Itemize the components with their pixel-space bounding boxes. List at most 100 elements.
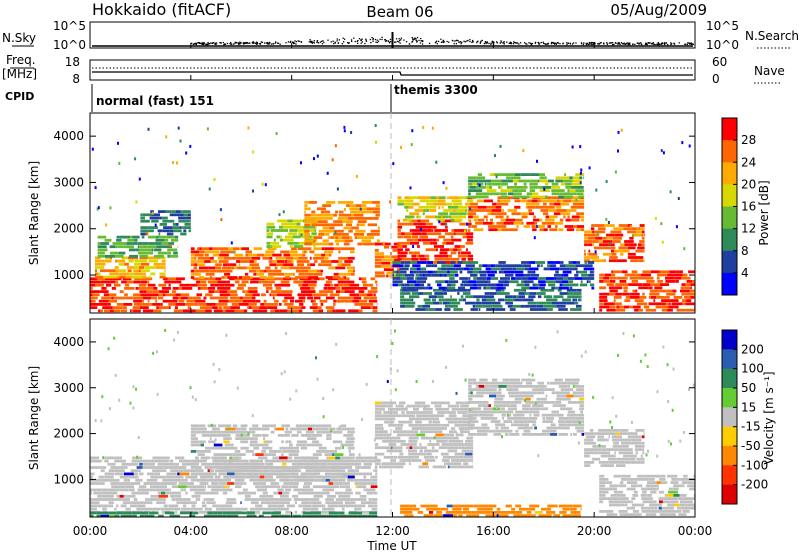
- heatmap-cell: [639, 240, 645, 243]
- heatmap-cell: [288, 472, 291, 476]
- colorbar-swatch: [722, 140, 737, 163]
- heatmap-cell: [304, 236, 310, 239]
- heatmap-cell: [140, 262, 150, 266]
- heatmap-cell: [349, 437, 355, 440]
- heatmap-cell: [427, 443, 433, 446]
- heatmap-cell: [140, 504, 146, 508]
- noise-point: [411, 41, 413, 43]
- heatmap-cell: [382, 439, 391, 443]
- heatmap-cell: [104, 238, 112, 242]
- heatmap-cell: [631, 270, 638, 274]
- heatmap-cell: [209, 296, 220, 300]
- heatmap-cell: [294, 510, 298, 514]
- heatmap-cell: [362, 472, 372, 476]
- noise-point: [640, 43, 642, 45]
- heatmap-cell: [295, 276, 299, 279]
- heatmap-cell: [157, 229, 163, 233]
- heatmap-cell: [232, 247, 240, 251]
- heatmap-cell: [156, 245, 163, 249]
- heatmap-cell: [296, 430, 300, 434]
- heatmap-cell: [526, 511, 532, 514]
- heatmap-cell: [217, 456, 227, 460]
- heatmap-cell: [446, 196, 450, 200]
- heatmap-cell: [468, 205, 478, 209]
- heatmap-cell: [90, 290, 100, 293]
- heatmap-cell: [302, 253, 306, 257]
- noise-point: [528, 42, 530, 44]
- heatmap-cell: [387, 414, 390, 418]
- heatmap-cell: [343, 129, 346, 133]
- heatmap-cell: [500, 182, 507, 186]
- heatmap-cell: [306, 229, 315, 232]
- noise-point: [687, 42, 689, 44]
- heatmap-cell: [526, 298, 534, 302]
- heatmap-cell: [273, 272, 277, 276]
- heatmap-cell: [295, 389, 298, 393]
- heatmap-cell: [347, 475, 355, 479]
- heatmap-cell: [333, 233, 342, 236]
- heatmap-cell: [304, 201, 310, 204]
- heatmap-cell: [647, 500, 657, 504]
- heatmap-cell: [436, 270, 448, 274]
- heatmap-cell: [346, 277, 350, 281]
- heatmap-cell: [319, 475, 324, 479]
- heatmap-cell: [109, 498, 114, 501]
- heatmap-cell: [453, 462, 462, 466]
- heatmap-cell: [481, 410, 492, 414]
- heatmap-cell: [484, 385, 490, 388]
- heatmap-cell: [468, 423, 475, 427]
- heatmap-cell: [615, 513, 618, 516]
- heatmap-cell: [481, 394, 484, 398]
- noise-point: [374, 38, 377, 41]
- heatmap-cell: [261, 456, 268, 460]
- heatmap-cell: [444, 254, 449, 258]
- heatmap-cell: [118, 488, 120, 492]
- heatmap-cell: [640, 454, 643, 458]
- heatmap-cell: [477, 507, 483, 511]
- heatmap-cell: [417, 423, 428, 427]
- heatmap-cell: [321, 427, 329, 431]
- heatmap-cell: [468, 410, 472, 414]
- heatmap-cell: [388, 242, 391, 246]
- heatmap-cell: [678, 478, 688, 481]
- heatmap-cell: [201, 478, 206, 482]
- heatmap-cell: [470, 426, 474, 430]
- heatmap-cell: [436, 196, 439, 200]
- heatmap-cell: [368, 283, 374, 287]
- heatmap-cell: [641, 233, 644, 237]
- heatmap-cell: [455, 511, 463, 514]
- heatmap-cell: [445, 298, 449, 302]
- noise-point: [263, 42, 266, 44]
- heatmap-cell: [446, 202, 453, 206]
- heatmap-cell: [182, 210, 190, 213]
- noise-point: [624, 43, 627, 45]
- heatmap-cell: [675, 280, 679, 283]
- heatmap-cell: [479, 277, 487, 280]
- heatmap-cell: [127, 494, 136, 498]
- heatmap-cell: [297, 309, 299, 313]
- heatmap-cell: [171, 478, 182, 482]
- heatmap-cell: [608, 243, 615, 247]
- noise-point: [309, 39, 311, 41]
- heatmap-cell: [118, 242, 127, 245]
- heatmap-cell: [304, 485, 310, 489]
- heatmap-cell: [693, 296, 695, 299]
- heatmap-cell: [116, 303, 124, 306]
- heatmap-cell: [96, 511, 100, 515]
- heatmap-cell: [437, 401, 447, 405]
- heatmap-cell: [408, 301, 416, 305]
- heatmap-cell: [337, 201, 346, 204]
- heatmap-cell: [515, 429, 519, 433]
- heatmap-cell: [432, 270, 437, 274]
- heatmap-cell: [307, 491, 314, 495]
- heatmap-cell: [293, 306, 301, 309]
- heatmap-cell: [390, 439, 397, 443]
- heatmap-cell: [240, 446, 244, 450]
- heatmap-cell: [397, 232, 402, 236]
- noise-point: [229, 43, 231, 45]
- heatmap-cell: [472, 270, 479, 274]
- heatmap-cell: [392, 273, 395, 277]
- heatmap-cell: [411, 459, 422, 462]
- noise-point: [419, 42, 422, 44]
- heatmap-cell: [576, 429, 585, 433]
